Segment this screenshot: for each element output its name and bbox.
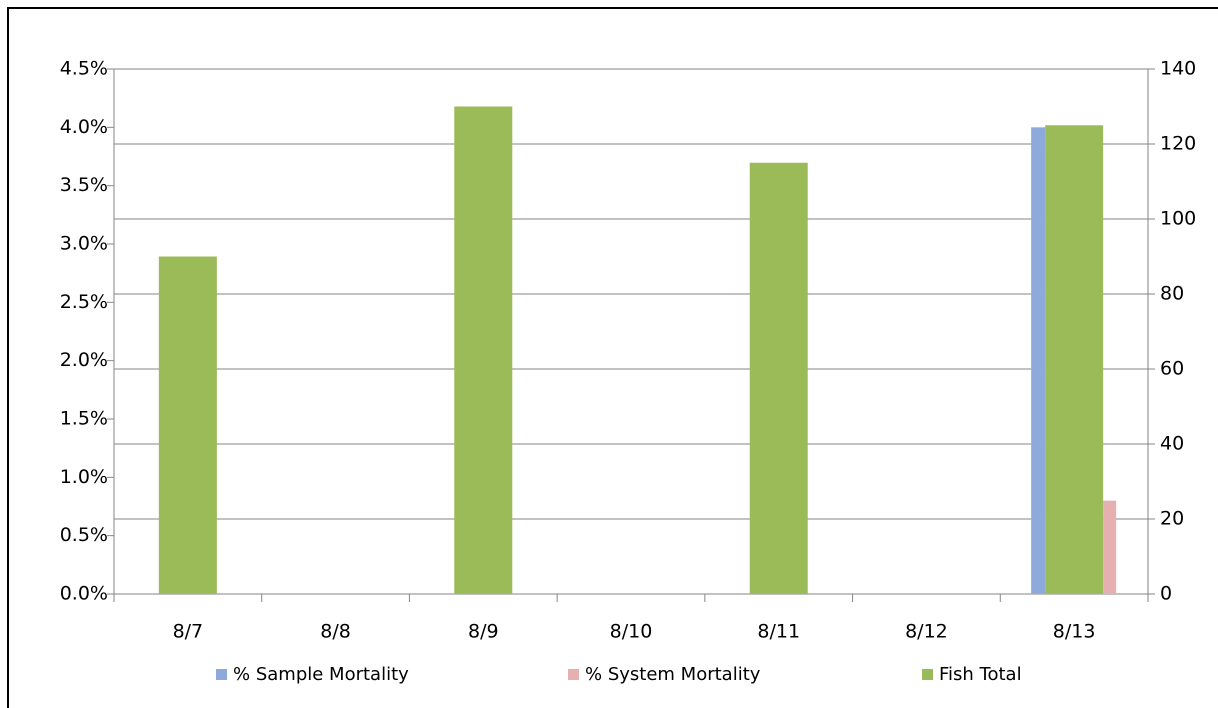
legend-swatch <box>922 669 933 680</box>
y2-tick-label: 0 <box>1160 583 1172 605</box>
x-tick-label: 8/9 <box>468 621 499 643</box>
y-tick-label: 3.5% <box>60 174 108 196</box>
bar <box>1031 127 1046 594</box>
x-tick-label: 8/12 <box>905 621 948 643</box>
y2-tick-label: 60 <box>1160 358 1184 380</box>
y2-tick-label: 40 <box>1160 433 1184 455</box>
y2-tick-label: 140 <box>1160 58 1196 80</box>
bar <box>158 256 217 594</box>
x-tick-label: 8/13 <box>1053 621 1096 643</box>
y-tick-label: 1.5% <box>60 408 108 430</box>
y-tick-label: 2.5% <box>60 291 108 313</box>
x-tick-label: 8/7 <box>173 621 204 643</box>
legend: % Sample Mortality % System Mortality Fish… <box>216 664 1022 685</box>
y-tick-label: 4.0% <box>60 116 108 138</box>
y2-tick-label: 120 <box>1160 133 1196 155</box>
legend-label: % Sample Mortality <box>233 664 409 685</box>
y-tick-label: 3.0% <box>60 233 108 255</box>
y2-tick-label: 80 <box>1160 283 1184 305</box>
x-tick-label: 8/11 <box>757 621 800 643</box>
bar <box>749 162 808 594</box>
y2-tick-label: 100 <box>1160 208 1196 230</box>
x-tick-label: 8/8 <box>320 621 351 643</box>
y-tick-label: 0.0% <box>60 583 108 605</box>
legend-swatch <box>568 669 579 680</box>
x-tick-label: 8/10 <box>610 621 653 643</box>
legend-label: % System Mortality <box>585 664 761 685</box>
y-tick-label: 0.5% <box>60 524 108 546</box>
legend-label: Fish Total <box>939 664 1022 685</box>
y-tick-label: 1.0% <box>60 466 108 488</box>
bar <box>454 106 513 594</box>
legend-swatch <box>216 669 227 680</box>
bar <box>1045 125 1104 594</box>
y2-tick-label: 20 <box>1160 508 1184 530</box>
y-tick-label: 2.0% <box>60 349 108 371</box>
y-tick-label: 4.5% <box>60 58 108 80</box>
bar <box>1103 500 1117 594</box>
